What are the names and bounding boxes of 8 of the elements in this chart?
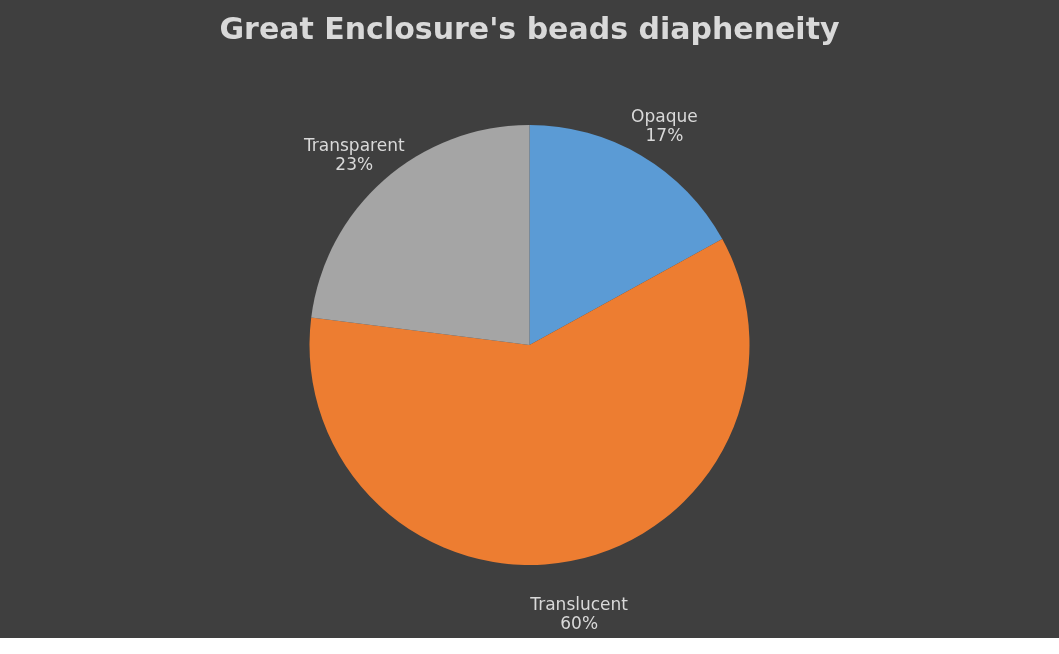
data-label: 23% bbox=[335, 154, 374, 175]
pie-slice bbox=[529, 125, 723, 345]
slice-label: Opaque bbox=[631, 105, 698, 126]
pie-slice bbox=[309, 239, 750, 565]
chart-title: Great Enclosure's beads diapheneity bbox=[219, 11, 840, 46]
slice-label: Translucent bbox=[529, 594, 629, 615]
slice-label: Transparent bbox=[302, 135, 405, 156]
data-label: 60% bbox=[560, 613, 599, 634]
